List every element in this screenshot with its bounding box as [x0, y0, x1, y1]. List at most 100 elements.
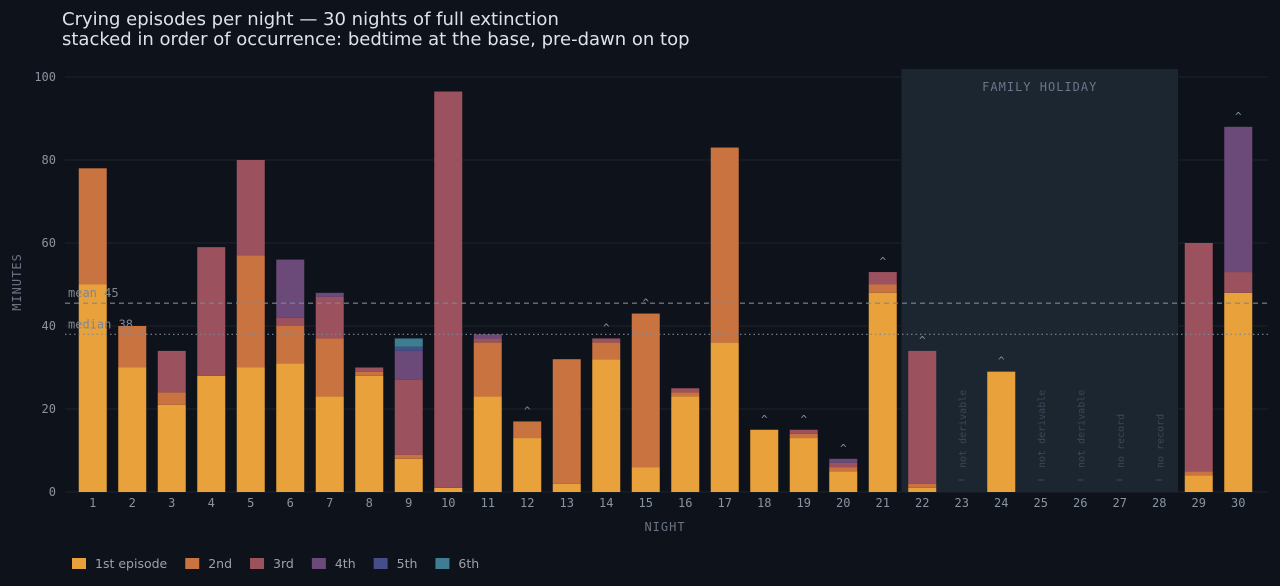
x-tick-label: 5 [247, 496, 254, 510]
bar-segment [592, 359, 621, 492]
x-tick-label: 18 [757, 496, 771, 510]
bar-segment [671, 388, 700, 393]
y-tick-label: 0 [49, 485, 56, 499]
y-tick-label: 40 [42, 319, 56, 333]
legend-swatch [250, 558, 265, 569]
legend-label: 2nd [208, 556, 232, 571]
grid-lines [65, 76, 1268, 493]
bar-segment [355, 375, 384, 492]
bar-segment [631, 313, 660, 468]
x-tick-label: 27 [1113, 496, 1127, 510]
bar-segment [513, 421, 542, 439]
bar-segment [868, 272, 897, 285]
x-tick-label: 23 [955, 496, 969, 510]
legend-item: 3rd [250, 556, 294, 571]
legend-swatch [72, 558, 86, 569]
bar-segment [78, 168, 107, 285]
legend-swatch [373, 558, 388, 569]
bar-segment [236, 255, 265, 368]
bar-segment [908, 487, 937, 492]
bar-segment [394, 346, 423, 351]
missing-note: not derivable [958, 390, 969, 468]
x-axis-ticks: 1 2 3 4 5 6 7 8 9 10 11 12 13 14 15 16 17 18 19 20 21 22 23 24 2… [89, 496, 1245, 510]
x-tick-label: 10 [441, 496, 455, 510]
caret-marker: ^ [524, 404, 531, 417]
bar-segment [197, 247, 226, 376]
caret-marker: ^ [761, 413, 768, 426]
legend-swatch [435, 558, 450, 569]
bar-segment [315, 292, 344, 297]
bar-segment [592, 342, 621, 360]
caret-marker: ^ [840, 442, 847, 455]
legend-item: 5th [373, 556, 417, 571]
bar-segment [276, 317, 305, 326]
bar-segment [394, 454, 423, 459]
missing-notes: not derivable not derivable not derivable n… [958, 390, 1166, 481]
caret-marker: ^ [998, 355, 1005, 368]
bar-segment [710, 147, 739, 343]
bar-segment [276, 259, 305, 318]
caret-marker: ^ [919, 334, 926, 347]
y-tick-label: 20 [42, 402, 56, 416]
bar-segment [552, 483, 581, 492]
x-tick-label: 20 [836, 496, 850, 510]
x-tick-label: 1 [89, 496, 96, 510]
bar-segment [750, 429, 779, 492]
bar-segment [789, 429, 818, 434]
missing-note: not derivable [1076, 390, 1087, 468]
x-tick-label: 21 [876, 496, 890, 510]
bar-segment [315, 338, 344, 397]
bar-segment [829, 462, 858, 468]
bar-segment [552, 359, 581, 484]
y-tick-label: 60 [42, 236, 56, 250]
legend: 1st episode 2nd 3rd 4th 5th 6th [72, 556, 479, 571]
legend-label: 6th [458, 556, 479, 571]
x-tick-label: 28 [1152, 496, 1166, 510]
bar-segment [1184, 243, 1213, 472]
x-tick-label: 14 [599, 496, 613, 510]
bar-segment [908, 350, 937, 484]
legend-item: 2nd [185, 556, 232, 571]
x-tick-label: 13 [560, 496, 574, 510]
bar-segment [473, 342, 502, 397]
missing-note: no record [1116, 414, 1127, 468]
legend-item: 6th [435, 556, 479, 571]
reference-line-label: median 38 [68, 317, 133, 331]
bar-segment [710, 342, 739, 492]
bar-segment [868, 284, 897, 293]
x-tick-label: 8 [366, 496, 373, 510]
y-axis-label: MINUTES [10, 253, 24, 311]
bar-segment [157, 350, 186, 393]
bar-segment [394, 458, 423, 492]
bar-segment [1224, 272, 1253, 293]
x-tick-label: 24 [994, 496, 1008, 510]
x-tick-label: 29 [1192, 496, 1206, 510]
x-tick-label: 15 [639, 496, 653, 510]
x-tick-label: 25 [1034, 496, 1048, 510]
legend-label: 3rd [273, 556, 294, 571]
x-tick-label: 6 [287, 496, 294, 510]
y-tick-label: 100 [34, 70, 56, 84]
bar-segment [829, 458, 858, 463]
reference-lines: mean 45 median 38 [65, 286, 1268, 335]
legend-swatch [311, 558, 326, 569]
bar-segment [829, 471, 858, 492]
caret-marker: ^ [800, 413, 807, 426]
reference-line-label: mean 45 [68, 286, 119, 300]
family-holiday-band [901, 69, 1178, 492]
chart-subtitle: stacked in order of occurrence: bedtime … [62, 29, 690, 50]
bar-segment [434, 487, 463, 492]
bar-segment [157, 404, 186, 492]
y-axis-ticks: 0 20 40 60 80 100 [34, 70, 56, 499]
bar-segment [434, 91, 463, 488]
caret-marker: ^ [1235, 110, 1242, 123]
bar-segment [592, 338, 621, 343]
bar-segment [671, 392, 700, 397]
caret-markers: ^ ^ ^ ^ ^ ^ ^ ^ ^ ^ [524, 110, 1242, 455]
bar-segment [868, 292, 897, 492]
x-tick-label: 3 [168, 496, 175, 510]
bar-segment [789, 433, 818, 439]
legend-swatch [185, 558, 200, 569]
family-holiday-label: FAMILY HOLIDAY [982, 80, 1097, 94]
bar-segment [315, 396, 344, 492]
